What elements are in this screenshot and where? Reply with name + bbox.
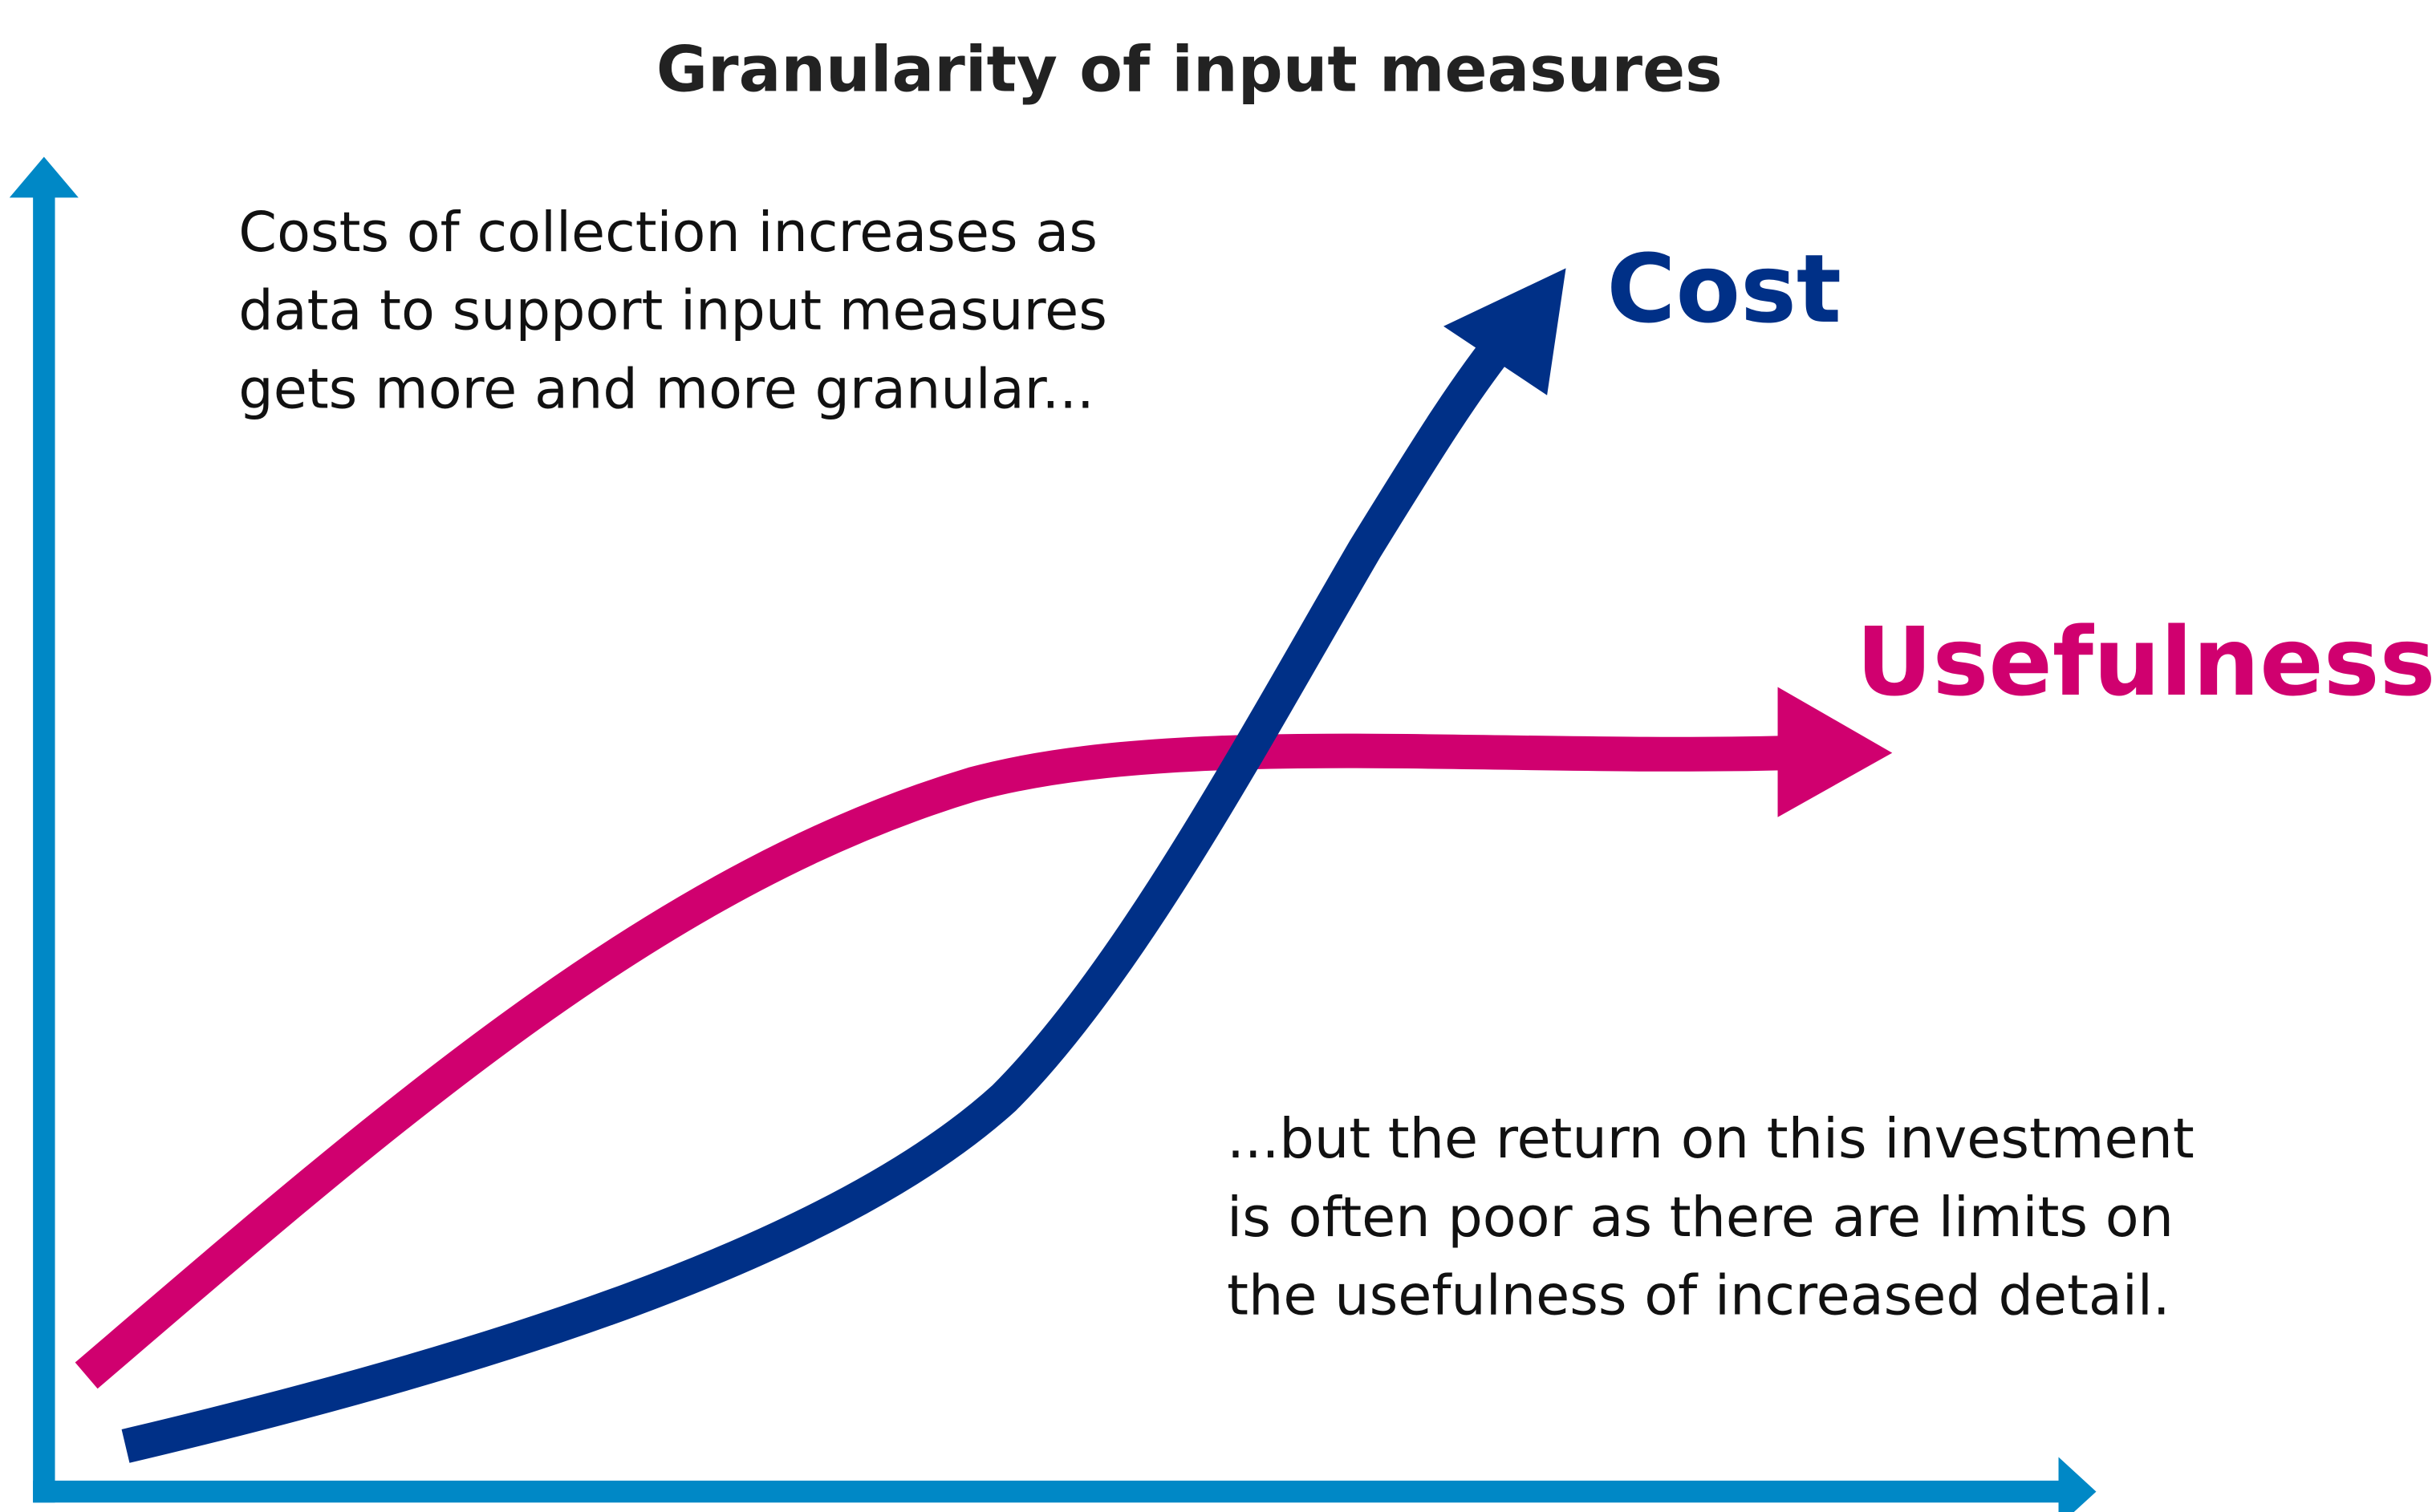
usefulness-arrow <box>1777 687 1893 817</box>
usefulness-curve <box>75 733 1789 1389</box>
title: Granularity of input measures <box>656 33 1723 106</box>
annotation-line: is often poor as there are limits on <box>1227 1186 2174 1250</box>
annotation-line: data to support input measures <box>238 279 1107 343</box>
cost-arrow <box>1443 268 1566 395</box>
annotation-line: gets more and more granular... <box>238 357 1094 421</box>
annotation-line: ...but the return on this investment <box>1227 1107 2194 1171</box>
axes <box>9 156 2097 1512</box>
annotation-line: the usefulness of increased detail. <box>1227 1264 2170 1328</box>
cost-curve <box>121 321 1523 1463</box>
curve-label: Usefulness <box>1856 607 2432 717</box>
y-axis-arrow <box>9 156 79 198</box>
annotations: Costs of collection increases as data to… <box>238 201 2194 1328</box>
x-axis-arrow <box>2058 1457 2097 1512</box>
annotation-line: Costs of collection increases as <box>238 201 1098 265</box>
curve-label: Cost <box>1606 234 1841 344</box>
